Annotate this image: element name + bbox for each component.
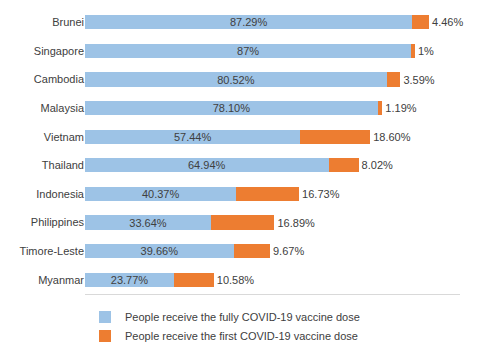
svg-text:Cambodia: Cambodia <box>34 73 85 85</box>
svg-text:57.44%: 57.44% <box>174 131 212 143</box>
svg-text:80.52%: 80.52% <box>217 74 255 86</box>
svg-text:39.66%: 39.66% <box>141 245 179 257</box>
svg-text:10.58%: 10.58% <box>217 274 255 286</box>
svg-text:78.10%: 78.10% <box>213 102 251 114</box>
svg-text:87%: 87% <box>237 45 259 57</box>
svg-text:87.29%: 87.29% <box>230 16 268 28</box>
svg-text:Myanmar: Myanmar <box>38 274 84 286</box>
svg-text:23.77%: 23.77% <box>111 274 149 286</box>
svg-text:33.64%: 33.64% <box>129 217 167 229</box>
svg-text:40.37%: 40.37% <box>142 188 180 200</box>
svg-text:16.89%: 16.89% <box>277 217 315 229</box>
svg-text:Indonesia: Indonesia <box>36 188 85 200</box>
svg-text:4.46%: 4.46% <box>432 16 463 28</box>
svg-text:People receive the first COVID: People receive the first COVID-19 vaccin… <box>125 330 358 342</box>
svg-text:Philippines: Philippines <box>31 216 85 228</box>
svg-text:Vietnam: Vietnam <box>44 131 84 143</box>
svg-text:1%: 1% <box>418 45 434 57</box>
svg-text:People receive the fully COVID: People receive the fully COVID-19 vaccin… <box>125 311 360 323</box>
svg-text:Timore-Leste: Timore-Leste <box>20 245 84 257</box>
svg-text:Brunei: Brunei <box>52 16 84 28</box>
svg-text:Singapore: Singapore <box>34 45 84 57</box>
svg-text:16.73%: 16.73% <box>302 188 340 200</box>
svg-text:18.60%: 18.60% <box>373 131 411 143</box>
svg-text:1.19%: 1.19% <box>385 102 416 114</box>
svg-text:9.67%: 9.67% <box>273 245 304 257</box>
svg-text:Thailand: Thailand <box>42 159 84 171</box>
svg-text:8.02%: 8.02% <box>362 159 393 171</box>
svg-text:Malaysia: Malaysia <box>41 102 85 114</box>
svg-text:3.59%: 3.59% <box>403 74 434 86</box>
svg-text:64.94%: 64.94% <box>188 159 226 171</box>
